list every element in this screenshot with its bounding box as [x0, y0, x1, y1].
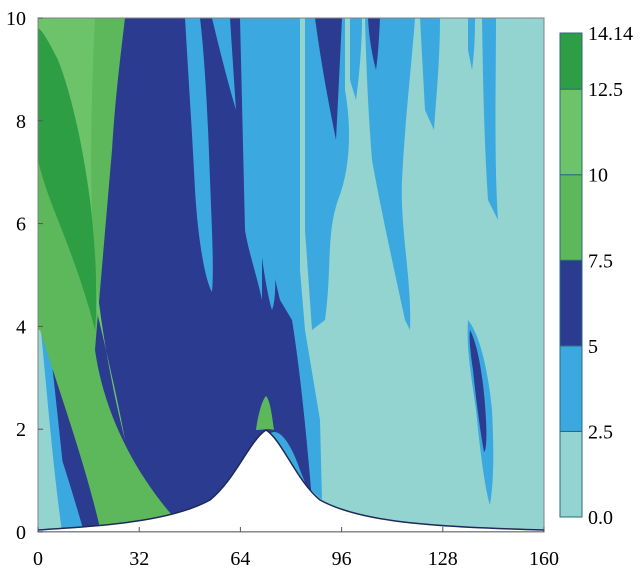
x-tick-label: 0 [33, 548, 43, 570]
colorbar-label: 2.5 [588, 421, 613, 443]
hill-obstacle [38, 429, 544, 532]
x-tick-label: 64 [230, 548, 250, 570]
contour-region-2.5-5-tongue-1 [185, 18, 213, 292]
contour-region-2.5-5-tongue-3 [245, 18, 276, 310]
contour-field [38, 18, 544, 532]
contour-region-2.5-5-tongue-4 [52, 430, 84, 532]
colorbar-label: 10 [588, 165, 608, 187]
y-tick-label: 10 [6, 8, 26, 30]
x-axis: 0 32 64 96 128 160 [33, 527, 559, 570]
colorbar-swatch [559, 32, 583, 90]
contour-region-2.5-5-streak-e [468, 18, 475, 70]
y-tick-label: 4 [16, 316, 26, 338]
colorbar-swatch [559, 430, 583, 518]
contour-region-2.5-5-tongue-2 [212, 18, 236, 110]
contour-region-2.5-5-streak-f [482, 18, 498, 220]
colorbar-label: 12.5 [588, 79, 623, 101]
x-tick-label: 160 [529, 548, 559, 570]
plot-frame [37, 17, 545, 533]
colorbar-swatch [559, 88, 583, 176]
colorbar-swatch [559, 259, 583, 347]
contour-region-7.5-10-peak [256, 396, 274, 430]
colorbar-label: 7.5 [588, 250, 613, 272]
y-tick-label: 8 [16, 111, 26, 133]
y-tick-label: 2 [16, 419, 26, 441]
colorbar-swatch [559, 345, 583, 432]
x-tick-label: 32 [129, 548, 149, 570]
contour-region-5-7.5-streak-c [469, 330, 487, 452]
colorbar-label: 0.0 [588, 507, 613, 529]
y-axis: 0 2 4 6 8 10 [6, 8, 43, 544]
colorbar-swatch [559, 174, 583, 261]
contour-region-2.5-5-streak-b [350, 18, 362, 100]
contour-region-12.5-14.14 [38, 28, 97, 330]
y-tick-label: 6 [16, 214, 26, 236]
contour-region-2.5-5-streak-d [420, 18, 440, 130]
colorbar-label: 14.14 [588, 23, 633, 45]
colorbar-label: 5 [588, 336, 598, 358]
contour-region-2.5-5-streak-c [365, 18, 415, 330]
colorbar: 0.0 2.5 5 7.5 10 12.5 14.14 [559, 23, 633, 529]
x-tick-label: 128 [428, 548, 458, 570]
y-tick-label: 0 [16, 522, 26, 544]
contour-region-5-7.5-streak-b [368, 18, 380, 70]
contour-region-5-7.5-streak-a [315, 18, 342, 140]
x-tick-label: 96 [332, 548, 352, 570]
